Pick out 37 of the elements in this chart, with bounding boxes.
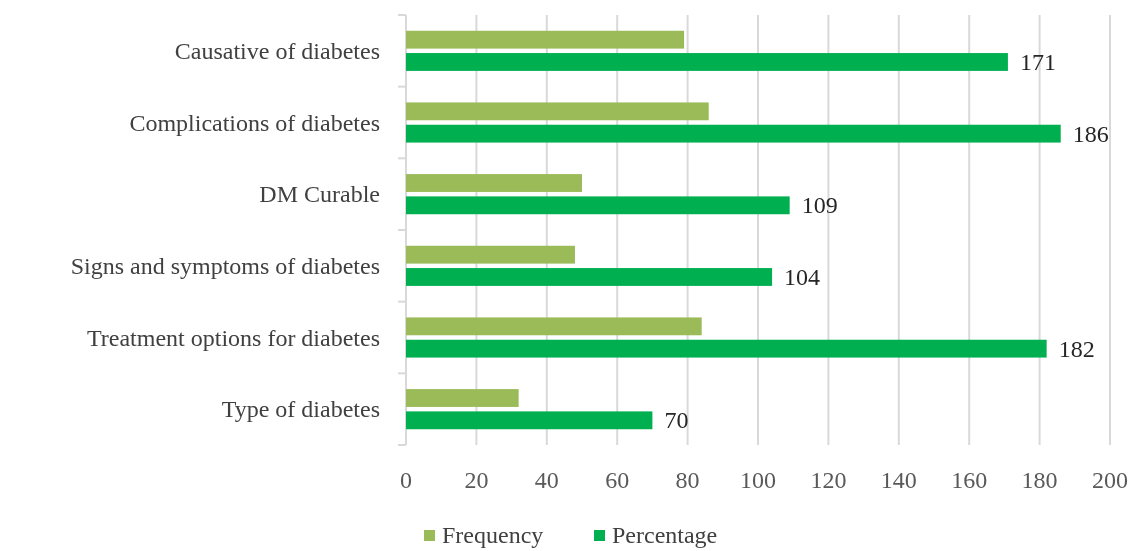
x-tick-label: 80 [675, 467, 700, 493]
x-tick-label: 180 [1021, 467, 1058, 493]
legend-label: Percentage [612, 522, 718, 548]
bar [406, 102, 709, 121]
x-tick-label: 60 [605, 467, 630, 493]
bar [406, 389, 519, 407]
bar [406, 317, 702, 336]
x-tick-label: 0 [400, 467, 412, 493]
x-tick-label: 100 [740, 467, 776, 493]
bar [406, 411, 653, 430]
data-label: 104 [784, 263, 821, 290]
y-tick-label: Signs and symptoms of diabetes [70, 252, 380, 279]
data-label: 109 [801, 192, 838, 219]
y-tick-label: Treatment options for diabetes [86, 324, 380, 351]
bar [406, 53, 1008, 71]
data-label: 70 [664, 407, 689, 434]
y-tick-label: Causative of diabetes [174, 37, 380, 64]
data-label: 182 [1058, 335, 1095, 362]
bar [406, 124, 1061, 143]
bar [406, 30, 685, 49]
x-tick-label: 120 [810, 467, 847, 493]
legend-label: Frequency [442, 522, 544, 548]
bar [406, 268, 773, 286]
y-tick-label: Type of diabetes [221, 396, 380, 423]
bar [406, 196, 790, 215]
bar [406, 339, 1047, 358]
x-tick-label: 140 [880, 467, 917, 493]
y-tick-label: Complications of diabetes [129, 109, 380, 136]
x-tick-label: 20 [464, 467, 489, 493]
x-tick-label: 200 [1092, 467, 1128, 493]
y-tick-label: DM Curable [259, 181, 380, 208]
bar [406, 174, 582, 192]
bar [406, 245, 575, 264]
data-label: 171 [1019, 48, 1056, 75]
data-label: 186 [1072, 120, 1109, 147]
x-tick-label: 160 [951, 467, 988, 493]
x-tick-label: 40 [534, 467, 559, 493]
